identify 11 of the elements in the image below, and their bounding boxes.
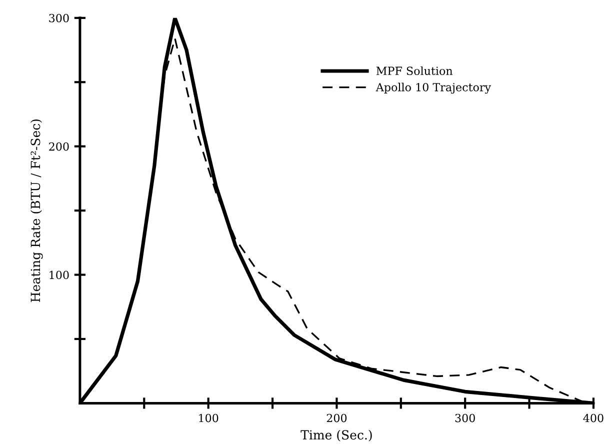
x-tick-label: 200 <box>326 414 347 422</box>
y-tick-label: 300 <box>49 14 69 22</box>
legend-label: MPF Solution <box>376 66 453 76</box>
y-tick-label: 200 <box>49 142 69 151</box>
y-axis-title: Heating Rate (BTU / Ft²-Sec) <box>30 119 43 302</box>
legend-label: Apollo 10 Trajectory <box>376 82 492 94</box>
y-tick-label: 100 <box>50 270 69 280</box>
x-tick-label: 400 <box>583 414 604 422</box>
x-axis-title: Time (Sec.) <box>300 430 372 442</box>
x-tick-label: 100 <box>199 414 218 422</box>
x-tick-label: 300 <box>455 414 475 422</box>
